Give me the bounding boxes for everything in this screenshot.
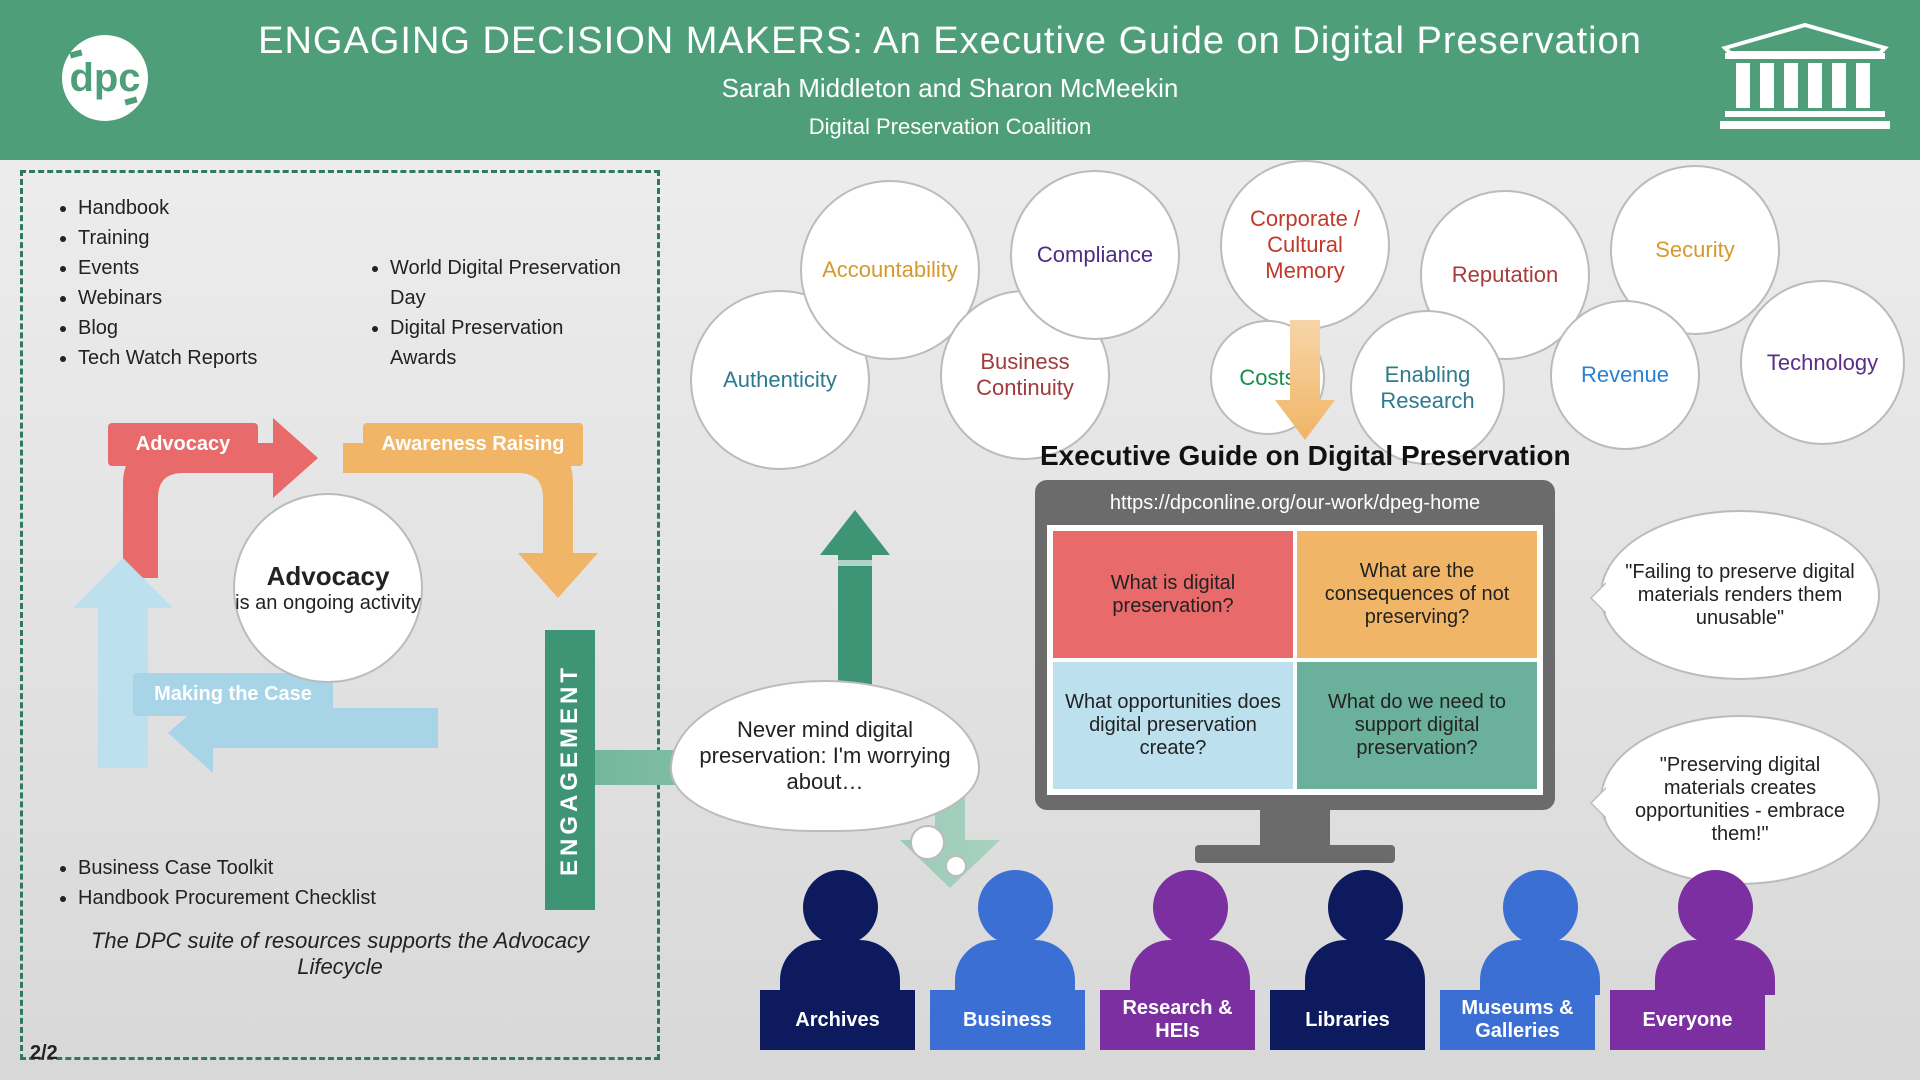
audience-label: Libraries [1270, 990, 1425, 1050]
audience-label: Museums & Galleries [1440, 990, 1595, 1050]
unesco-logo [1720, 23, 1880, 138]
audience-person [1480, 870, 1600, 995]
concern-bubble: Technology [1740, 280, 1905, 445]
center-sub: is an ongoing activity [235, 592, 421, 615]
list-item: Handbook [78, 193, 315, 223]
center-title: Advocacy [267, 561, 390, 592]
quadrant-4: What do we need to support digital prese… [1297, 662, 1537, 789]
audience-person [1655, 870, 1775, 995]
advocacy-label: Advocacy [108, 423, 258, 466]
resources-right-list: World Digital Preservation DayDigital Pr… [390, 253, 627, 373]
audience-labels: ArchivesBusinessResearch & HEIsLibraries… [760, 990, 1765, 1050]
list-item: Events [78, 253, 315, 283]
advocacy-center-circle: Advocacy is an ongoing activity [233, 493, 423, 683]
guide-url: https://dpconline.org/our-work/dpeg-home [1047, 492, 1543, 515]
audience-label: Business [930, 990, 1085, 1050]
list-item: Digital Preservation Awards [390, 313, 627, 373]
audience-person [1130, 870, 1250, 995]
page-number: 2/2 [30, 1042, 58, 1065]
guide-title: Executive Guide on Digital Preservation [1040, 440, 1571, 472]
header-bar: dpc ENGAGING DECISION MAKERS: An Executi… [0, 0, 1920, 160]
list-item: Blog [78, 313, 315, 343]
audience-people [780, 870, 1775, 995]
main-area: HandbookTrainingEventsWebinarsBlogTech W… [0, 160, 1920, 1080]
engagement-bar: ENGAGEMENT [545, 630, 595, 910]
top-resources: HandbookTrainingEventsWebinarsBlogTech W… [53, 193, 627, 373]
awareness-label: Awareness Raising [363, 423, 583, 466]
advocacy-cycle: Advocacy Awareness Raising Making the Ca… [53, 393, 627, 833]
thought-text: Never mind digital preservation: I'm wor… [670, 680, 980, 832]
list-item: Webinars [78, 283, 315, 313]
quadrant-2: What are the consequences of not preserv… [1297, 531, 1537, 658]
thought-bubble: Never mind digital preservation: I'm wor… [670, 680, 980, 830]
concern-bubble: Revenue [1550, 300, 1700, 450]
audience-label: Research & HEIs [1100, 990, 1255, 1050]
quadrant-3: What opportunities does digital preserva… [1053, 662, 1293, 789]
audience-person [780, 870, 900, 995]
panel-caption: The DPC suite of resources supports the … [53, 928, 627, 980]
guide-monitor: https://dpconline.org/our-work/dpeg-home… [1035, 480, 1555, 860]
audience-person [1305, 870, 1425, 995]
audience-label: Archives [760, 990, 915, 1050]
svg-text:dpc: dpc [69, 56, 140, 100]
engagement-label: ENGAGEMENT [556, 664, 584, 876]
audience-person [955, 870, 1075, 995]
org-name: Digital Preservation Coalition [180, 114, 1720, 140]
dpc-logo: dpc [40, 33, 180, 128]
quadrant-1: What is digital preservation? [1053, 531, 1293, 658]
audience-label: Everyone [1610, 990, 1765, 1050]
speech-bubble-2: "Preserving digital materials creates op… [1600, 715, 1880, 885]
list-item: World Digital Preservation Day [390, 253, 627, 313]
advocacy-panel: HandbookTrainingEventsWebinarsBlogTech W… [20, 170, 660, 1060]
list-item: Training [78, 223, 315, 253]
guide-quadrants: What is digital preservation? What are t… [1047, 525, 1543, 795]
list-item: Tech Watch Reports [78, 343, 315, 373]
bottom-resources: Business Case ToolkitHandbook Procuremen… [53, 853, 627, 913]
page-title: ENGAGING DECISION MAKERS: An Executive G… [180, 20, 1720, 63]
speech-bubble-1: "Failing to preserve digital materials r… [1600, 510, 1880, 680]
authors: Sarah Middleton and Sharon McMeekin [180, 73, 1720, 104]
concern-bubble: Corporate / Cultural Memory [1220, 160, 1390, 330]
concern-bubble: Compliance [1010, 170, 1180, 340]
resources-left-list: HandbookTrainingEventsWebinarsBlogTech W… [78, 193, 315, 373]
orange-down-arrow [1275, 320, 1335, 440]
header-text: ENGAGING DECISION MAKERS: An Executive G… [180, 20, 1720, 140]
